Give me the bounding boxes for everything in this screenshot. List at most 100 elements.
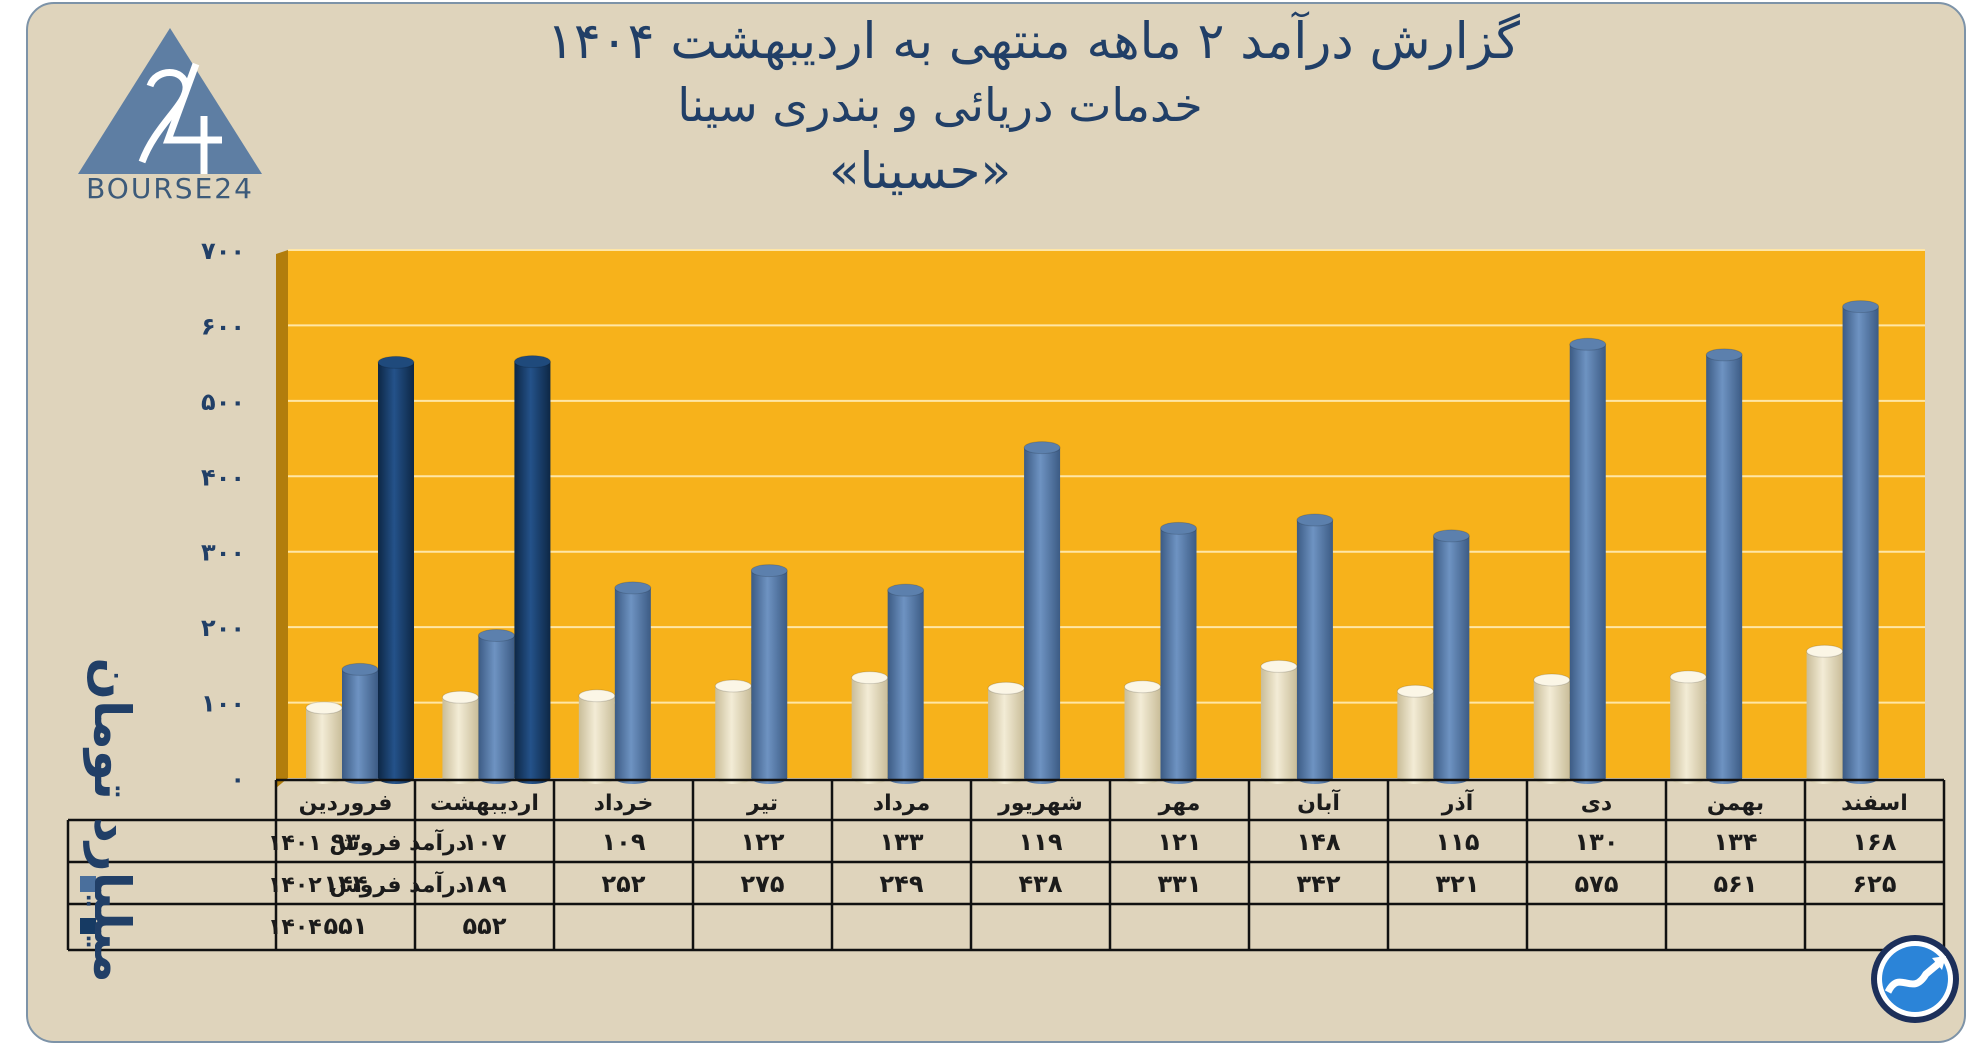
bar bbox=[1806, 651, 1843, 778]
bar-base bbox=[1260, 772, 1297, 784]
plot-area bbox=[288, 250, 1925, 778]
bar-top bbox=[614, 581, 652, 595]
data-label: ۳۳۱ bbox=[1158, 870, 1202, 898]
bar bbox=[442, 697, 479, 778]
data-label: ۱۴۸ bbox=[1297, 828, 1341, 856]
bar bbox=[715, 685, 752, 778]
data-label: ۵۷۵ bbox=[1575, 870, 1619, 898]
data-label: ۵۵۲ bbox=[463, 912, 507, 940]
bar-top bbox=[441, 690, 479, 704]
bar-top bbox=[377, 355, 415, 369]
bar bbox=[1124, 686, 1161, 778]
bar-top bbox=[1023, 441, 1061, 455]
bar-top bbox=[1260, 659, 1298, 673]
data-label: ۱۱۵ bbox=[1436, 828, 1480, 856]
data-label: ۱۳۰ bbox=[1575, 828, 1619, 856]
bar-base bbox=[514, 772, 551, 784]
bar-top bbox=[305, 701, 343, 715]
bar-base bbox=[1160, 772, 1197, 784]
bar-top bbox=[750, 564, 788, 578]
y-tick-label: ۰ bbox=[230, 765, 245, 793]
bar-base bbox=[1533, 772, 1570, 784]
bar-top bbox=[851, 671, 889, 685]
data-label: ۴۳۸ bbox=[1019, 870, 1063, 898]
bar-top bbox=[341, 662, 379, 676]
y-tick-label: ۶۰۰ bbox=[201, 312, 245, 340]
data-label: ۶۲۵ bbox=[1853, 870, 1897, 898]
data-label: ۱۸۹ bbox=[463, 870, 507, 898]
data-label: ۵۵۱ bbox=[324, 912, 368, 940]
data-label: ۲۵۲ bbox=[602, 870, 646, 898]
bar bbox=[887, 590, 924, 778]
data-label: ۱۴۴ bbox=[324, 870, 368, 898]
y-tick-label: ۴۰۰ bbox=[201, 463, 245, 491]
bar-top bbox=[578, 689, 616, 703]
bar-base bbox=[1433, 772, 1470, 784]
bar-top bbox=[1669, 670, 1707, 684]
category-label: آذر bbox=[1441, 788, 1474, 816]
category-label: بهمن bbox=[1707, 791, 1764, 816]
bar-base bbox=[1296, 772, 1333, 784]
bar-base bbox=[715, 772, 752, 784]
bar-base bbox=[614, 772, 651, 784]
chart-subtitle: خدمات دریائی و بندری سینا bbox=[677, 78, 1203, 132]
bar-base bbox=[306, 772, 342, 784]
y-tick-label: ۷۰۰ bbox=[201, 237, 245, 265]
data-label: ۳۲۱ bbox=[1436, 870, 1480, 898]
data-label: ۱۲۲ bbox=[741, 828, 785, 856]
bar-base bbox=[1842, 772, 1879, 784]
bar-top bbox=[1705, 348, 1743, 362]
category-label: مهر bbox=[1158, 791, 1201, 816]
data-label: ۱۰۷ bbox=[463, 828, 507, 856]
y-tick-label: ۱۰۰ bbox=[201, 690, 245, 718]
bar bbox=[478, 635, 515, 778]
bar-top bbox=[987, 681, 1025, 695]
bar-top bbox=[1296, 513, 1334, 527]
bar-base bbox=[887, 772, 924, 784]
data-label: ۱۶۸ bbox=[1853, 828, 1897, 856]
data-label: ۵۶۱ bbox=[1714, 870, 1758, 898]
bar-top bbox=[1160, 521, 1197, 535]
category-label: خرداد bbox=[594, 791, 654, 816]
bar-base bbox=[851, 772, 888, 784]
bar bbox=[988, 688, 1025, 778]
bar bbox=[1842, 306, 1879, 778]
bar-base bbox=[478, 772, 515, 784]
bar bbox=[306, 707, 342, 778]
bar-top bbox=[1432, 529, 1470, 543]
bar-top bbox=[477, 628, 515, 642]
bar-base bbox=[342, 772, 378, 784]
bar-base bbox=[1806, 772, 1843, 784]
bar-base bbox=[378, 772, 414, 784]
category-label: شهریور bbox=[997, 791, 1083, 816]
bar-base bbox=[1124, 772, 1161, 784]
bar bbox=[514, 361, 551, 778]
bar bbox=[1024, 447, 1061, 778]
data-label: ۱۰۹ bbox=[602, 828, 646, 856]
bar-base bbox=[1397, 772, 1434, 784]
bar bbox=[1397, 691, 1434, 778]
bar-base bbox=[1024, 772, 1061, 784]
trend-badge-icon bbox=[1871, 935, 1959, 1023]
bar bbox=[1569, 344, 1606, 778]
bar-top bbox=[1806, 644, 1844, 658]
bar-base bbox=[1569, 772, 1606, 784]
bar bbox=[1706, 354, 1743, 778]
data-label: ۲۷۵ bbox=[741, 870, 785, 898]
bar-base bbox=[751, 772, 788, 784]
bar bbox=[1533, 679, 1570, 778]
bar-top bbox=[1124, 680, 1161, 694]
bar bbox=[1296, 520, 1333, 778]
data-label: ۱۲۱ bbox=[1158, 828, 1202, 856]
legend-label: ۱۴۰۴ bbox=[268, 915, 322, 940]
plot-side-wall bbox=[276, 250, 288, 788]
legend-label: درآمد فروش ۱۴۰۲ bbox=[268, 870, 467, 898]
bar bbox=[342, 669, 378, 778]
chart-title: گزارش درآمد ۲ ماهه منتهی به اردیبهشت ۱۴۰… bbox=[547, 12, 1520, 70]
category-label: تیر bbox=[746, 791, 778, 816]
legend-label: درآمد فروش ۱۴۰۱ bbox=[268, 828, 467, 856]
y-tick-label: ۳۰۰ bbox=[201, 539, 245, 567]
bar bbox=[751, 570, 788, 778]
bar-base bbox=[988, 772, 1025, 784]
